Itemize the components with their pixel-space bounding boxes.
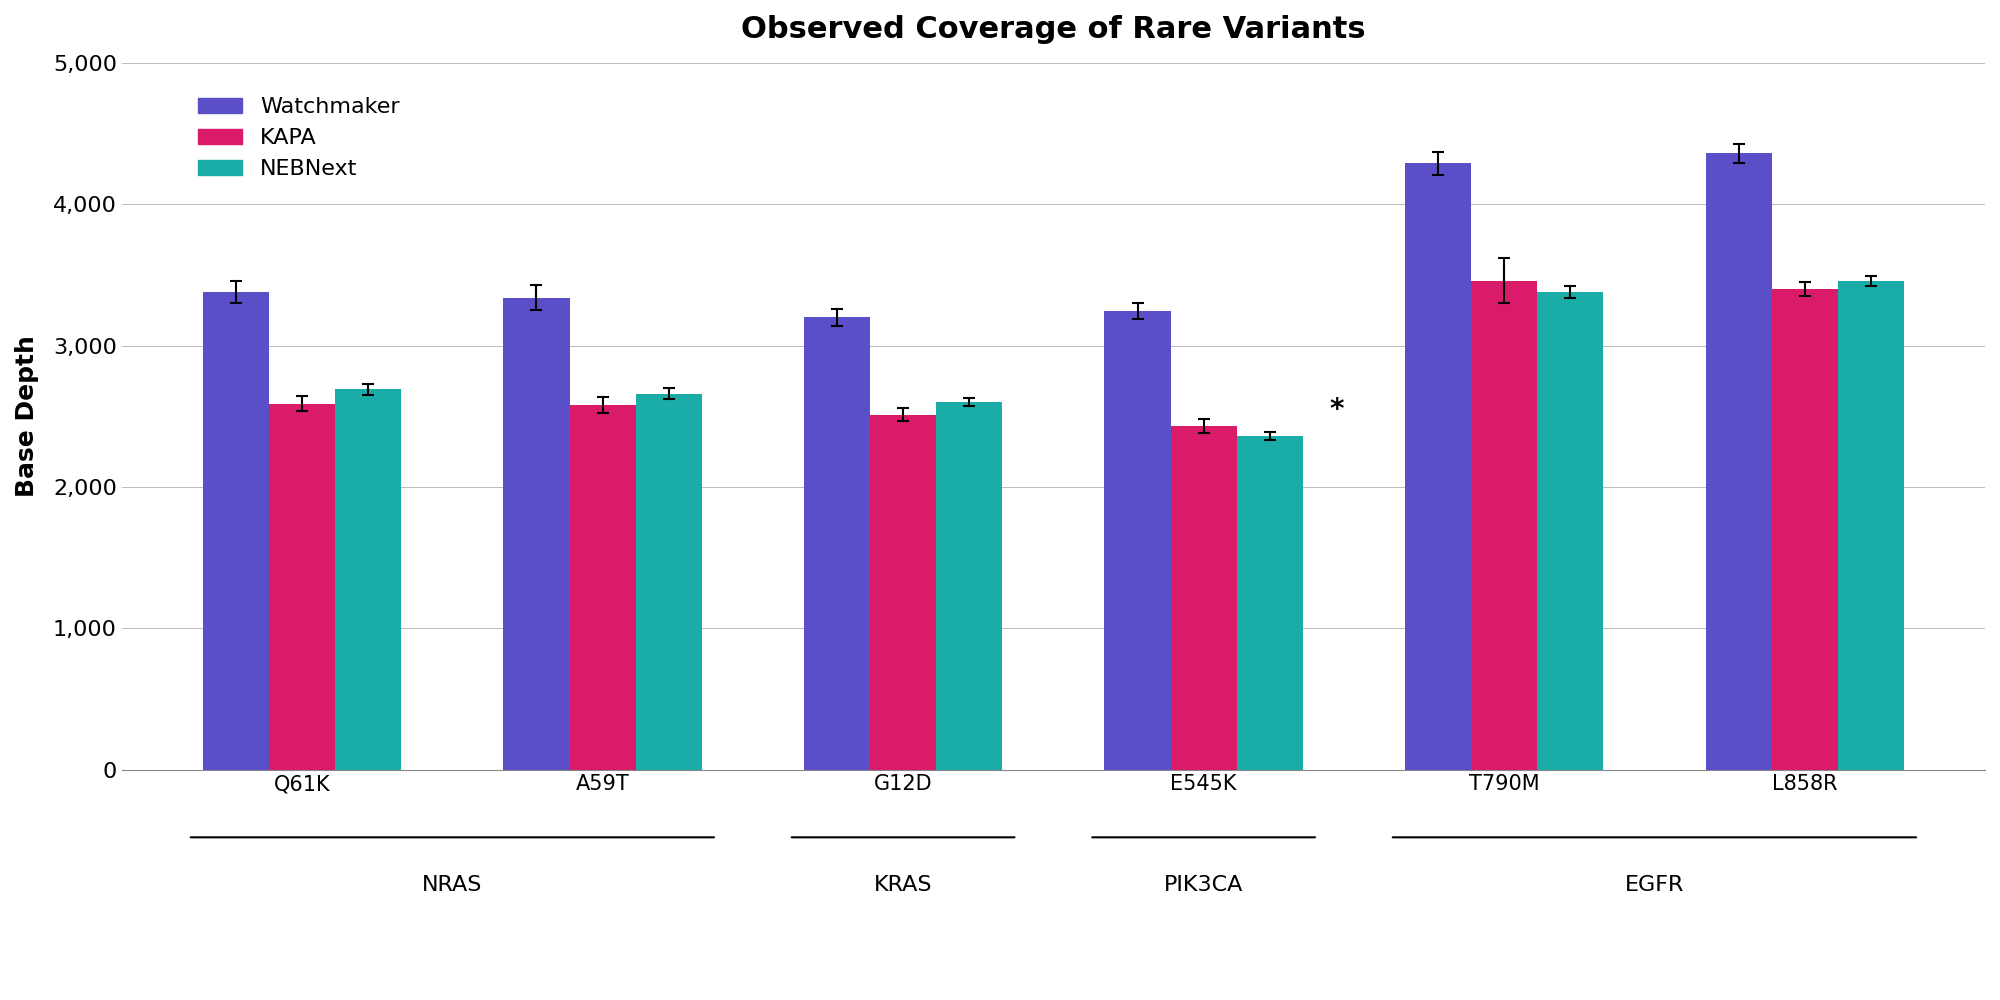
Text: KRAS: KRAS	[874, 875, 932, 895]
Bar	[1236, 436, 1302, 770]
Bar	[570, 405, 636, 770]
Bar	[1170, 426, 1236, 770]
Bar	[870, 415, 936, 770]
Y-axis label: Base Depth: Base Depth	[14, 335, 38, 497]
Bar	[636, 394, 702, 770]
Text: NRAS: NRAS	[422, 875, 482, 895]
Bar	[804, 317, 870, 770]
Text: *: *	[1330, 396, 1344, 424]
Bar	[504, 298, 570, 770]
Bar	[1404, 163, 1472, 770]
Bar	[1772, 289, 1838, 770]
Bar	[202, 292, 270, 770]
Bar	[1838, 281, 1904, 770]
Bar	[1472, 281, 1538, 770]
Bar	[936, 402, 1002, 770]
Text: PIK3CA: PIK3CA	[1164, 875, 1244, 895]
Legend: Watchmaker, KAPA, NEBNext: Watchmaker, KAPA, NEBNext	[188, 88, 408, 188]
Bar	[270, 404, 336, 770]
Bar	[1104, 311, 1170, 770]
Bar	[1538, 292, 1604, 770]
Title: Observed Coverage of Rare Variants: Observed Coverage of Rare Variants	[742, 15, 1366, 44]
Text: EGFR: EGFR	[1624, 875, 1684, 895]
Bar	[1706, 153, 1772, 770]
Bar	[336, 389, 402, 770]
